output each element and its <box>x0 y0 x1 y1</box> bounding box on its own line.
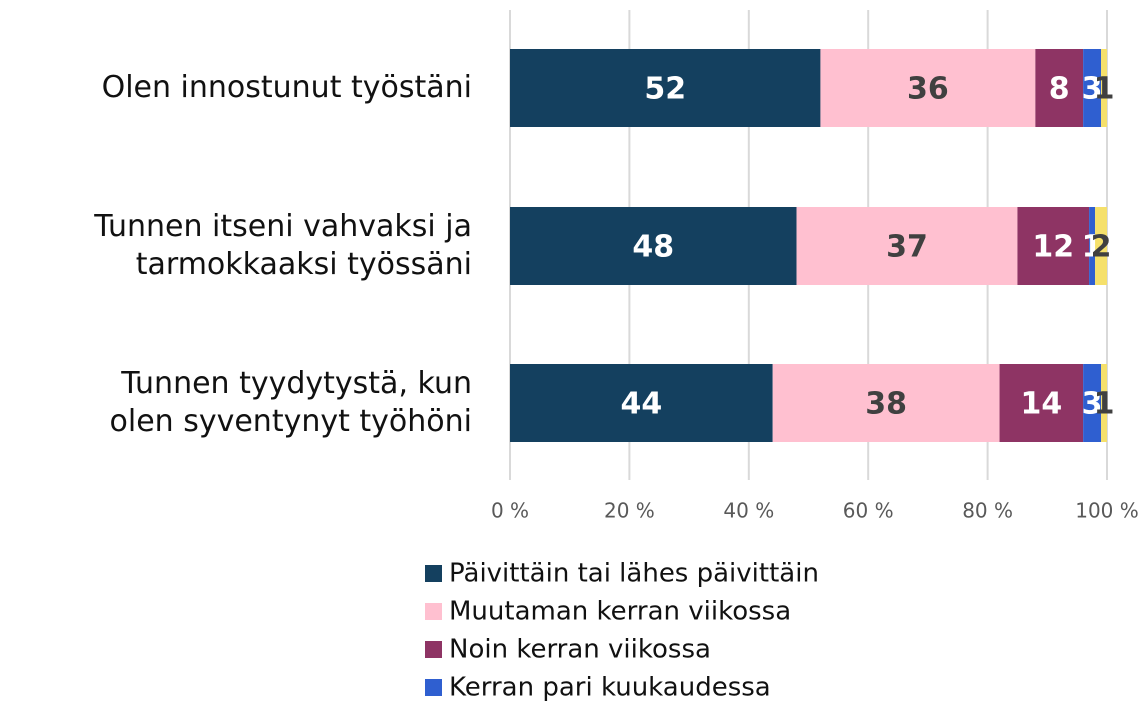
bar-segment <box>510 364 773 442</box>
data-label: 44 <box>620 387 662 422</box>
x-tick-label: 100 % <box>1075 499 1139 523</box>
data-label: 37 <box>886 230 928 265</box>
data-label: 36 <box>907 72 949 107</box>
legend-swatch <box>425 641 442 658</box>
legend-swatch <box>425 565 442 582</box>
bar-segment <box>510 49 821 127</box>
data-label: 52 <box>644 72 686 107</box>
bar-segment <box>1083 364 1102 442</box>
data-label: 3 <box>1082 72 1103 107</box>
x-tick-label: 40 % <box>723 499 774 523</box>
bar-segment <box>772 364 1000 442</box>
data-label: 12 <box>1032 230 1074 265</box>
legend-label: Päivittäin tai lähes päivittäin <box>449 559 819 589</box>
category-label: Olen innostunut työstäni <box>102 70 472 105</box>
data-label: 1 <box>1094 387 1115 422</box>
bar-segment <box>999 364 1084 442</box>
bar-segment <box>1101 364 1107 442</box>
legend-label: Noin kerran viikossa <box>449 635 711 665</box>
bar-segment <box>1095 207 1107 285</box>
x-tick-label: 60 % <box>843 499 894 523</box>
x-tick-label: 20 % <box>604 499 655 523</box>
category-label: Tunnen itseni vahvaksi ja tarmokkaaksi ty… <box>93 209 472 282</box>
bar-segment <box>820 49 1036 127</box>
bar-segment <box>1101 49 1107 127</box>
bar-segment <box>510 207 797 285</box>
legend-swatch <box>425 679 442 696</box>
data-label: 14 <box>1020 387 1062 422</box>
legend-label: Muutaman kerran viikossa <box>449 597 791 627</box>
bar-segment <box>1017 207 1090 285</box>
data-label: 38 <box>865 387 907 422</box>
data-label: 8 <box>1049 72 1070 107</box>
x-tick-label: 0 % <box>491 499 529 523</box>
data-label: 2 <box>1091 230 1112 265</box>
data-label: 1 <box>1094 72 1115 107</box>
legend-swatch <box>425 603 442 620</box>
x-tick-label: 80 % <box>962 499 1013 523</box>
category-label: Tunnen tyydytystä, kun olen syventynyt ty… <box>110 366 472 439</box>
legend-label: Kerran pari kuukaudessa <box>449 673 771 703</box>
bar-segment <box>1083 49 1102 127</box>
bar-segment <box>1035 49 1084 127</box>
data-label: 3 <box>1082 387 1103 422</box>
bar-segment <box>796 207 1018 285</box>
bar-segment <box>1089 207 1096 285</box>
data-label: 48 <box>632 230 674 265</box>
